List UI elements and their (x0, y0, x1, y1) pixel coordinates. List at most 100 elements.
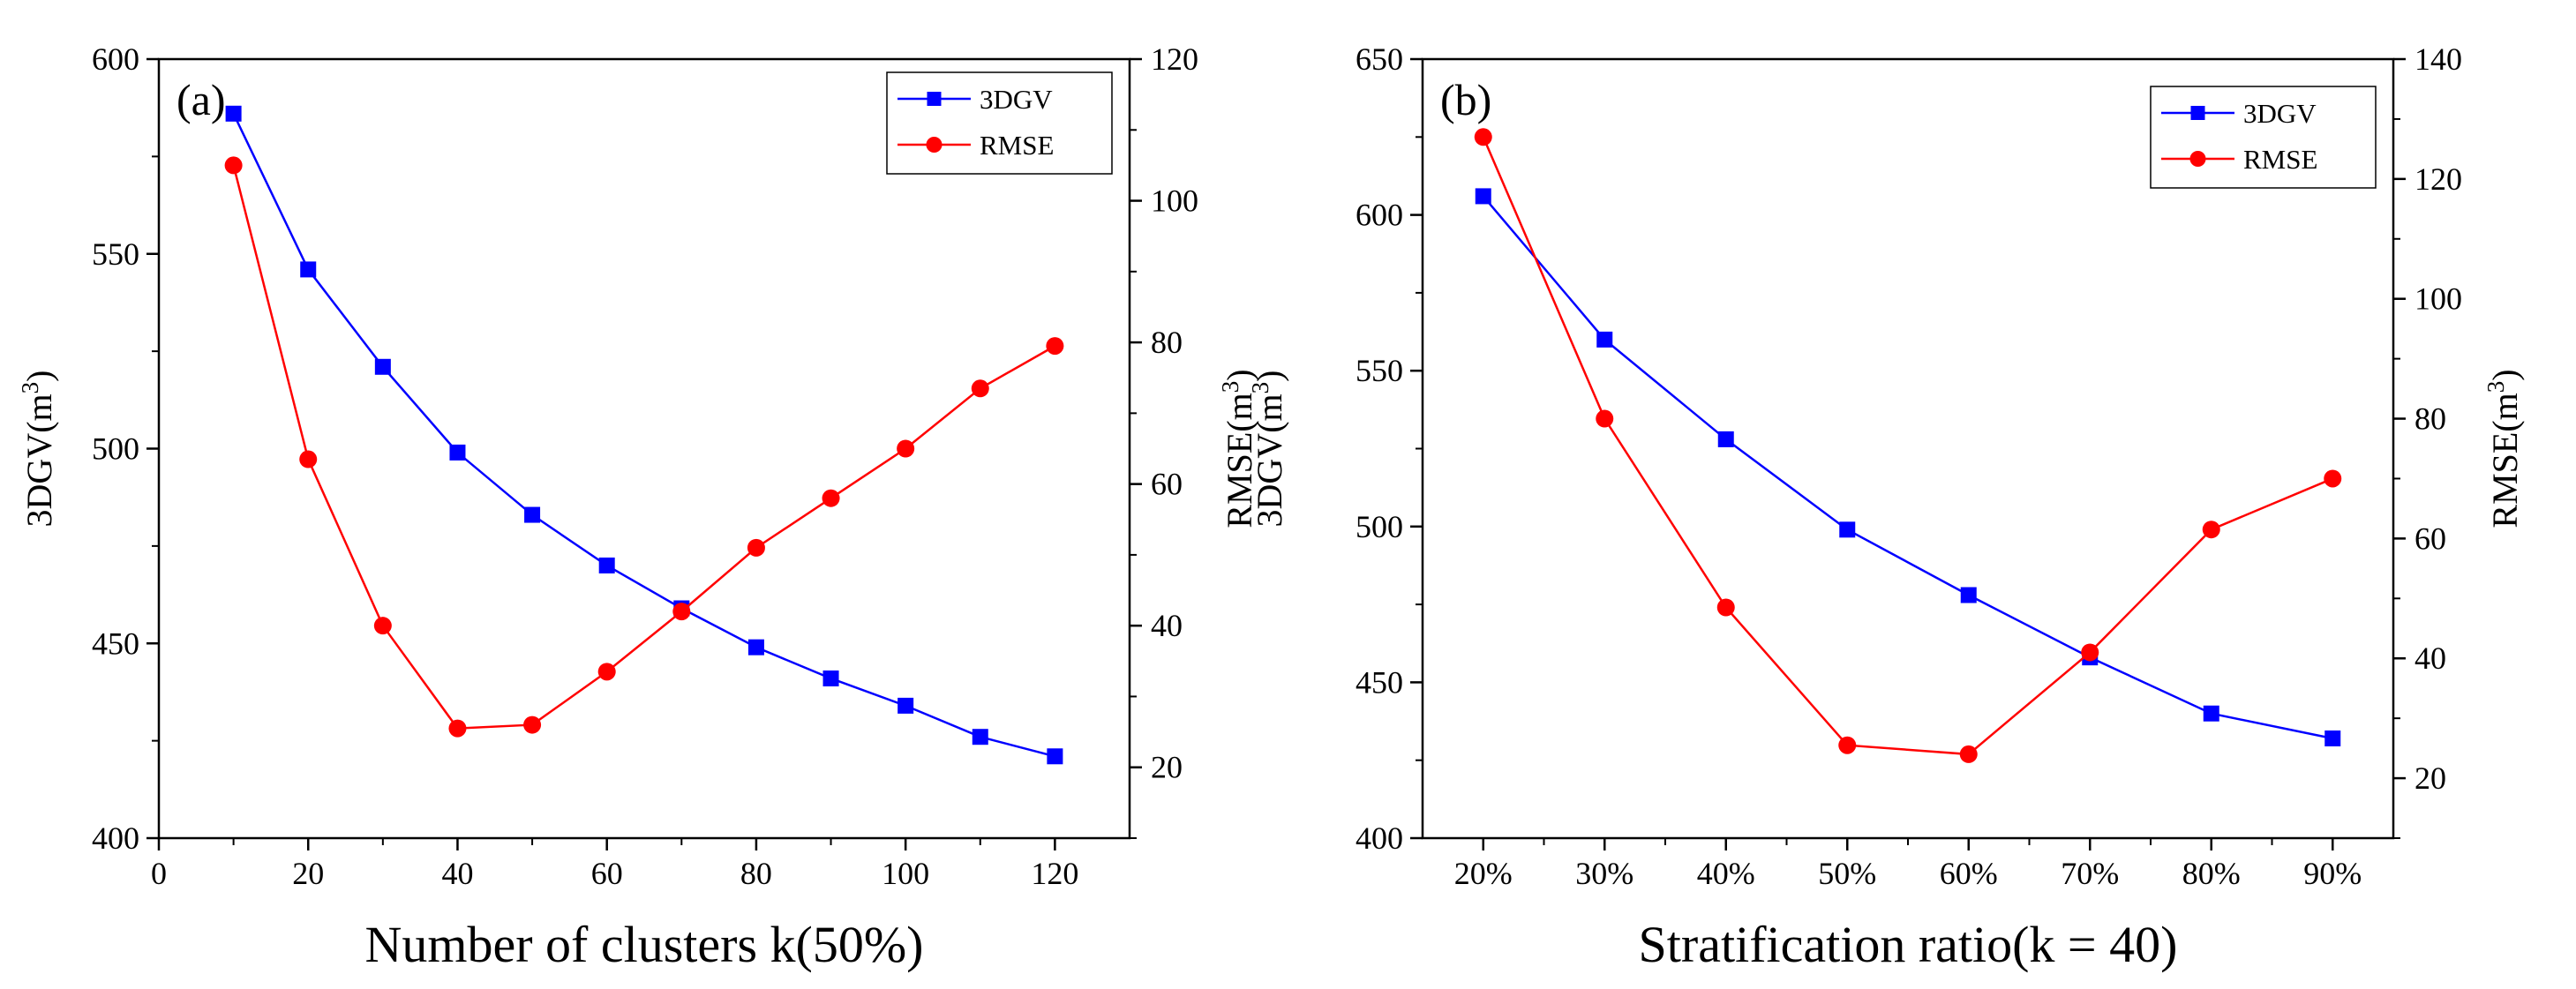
legend-box (886, 71, 1113, 175)
point-rmse (822, 489, 840, 507)
y-right-axis-title: RMSE(m3) (2482, 369, 2525, 528)
point-rmse (2202, 521, 2220, 539)
x-tick-label: 90% (2303, 856, 2362, 891)
y-left-tick-label: 500 (1356, 509, 1403, 544)
series-line-rmse (232, 165, 1056, 730)
point-3dgv (598, 557, 615, 573)
y-left-tick-label: 650 (1356, 41, 1403, 77)
y-right-axis-title: RMSE(m3) (1217, 369, 1259, 528)
point-3dgv (449, 444, 466, 461)
y-right-tick-label: 80 (2415, 401, 2446, 437)
x-tick-label: 40% (1697, 856, 1755, 891)
x-tick-label: 40 (441, 856, 473, 891)
series-line-3dgv (1482, 195, 2333, 740)
point-3dgv (524, 506, 541, 523)
point-rmse (1716, 598, 1735, 617)
x-axis-title: Stratification ratio(k = 40) (1639, 916, 2178, 973)
y-left-tick-label: 500 (92, 431, 139, 467)
x-tick-label: 60 (591, 856, 623, 891)
point-rmse (1838, 736, 1857, 754)
legend: 3DGV RMSE (886, 71, 1113, 175)
point-rmse (672, 603, 691, 621)
y-right-tick-label: 140 (2415, 41, 2462, 77)
point-3dgv (374, 358, 391, 375)
point-rmse (747, 538, 765, 557)
point-rmse (1474, 128, 1492, 146)
point-3dgv (1839, 521, 1856, 538)
legend-label-rmse: RMSE (2243, 144, 2317, 175)
legend-label-3dgv: 3DGV (980, 84, 1053, 115)
x-tick-label: 70% (2061, 856, 2119, 891)
legend-label-rmse: RMSE (980, 130, 1054, 161)
point-rmse (299, 450, 318, 468)
legend-marker-3dgv (2190, 106, 2205, 120)
point-rmse (1596, 409, 1614, 428)
x-tick-label: 0 (151, 856, 167, 891)
x-tick-label: 20 (292, 856, 324, 891)
y-left-axis-title: 3DGV(m3) (17, 371, 59, 528)
series-line-rmse (1482, 136, 2333, 756)
point-rmse (523, 716, 542, 734)
point-rmse (373, 617, 392, 635)
legend: 3DGV RMSE (2150, 86, 2377, 189)
point-3dgv (1596, 331, 1613, 348)
y-right-tick-label: 60 (2415, 521, 2446, 556)
y-left-tick-label: 450 (92, 626, 139, 661)
legend-label-3dgv: 3DGV (2243, 98, 2317, 129)
y-right-tick-label: 20 (2415, 760, 2446, 796)
y-right-tick-label: 40 (1151, 608, 1183, 643)
point-3dgv (225, 105, 242, 122)
point-rmse (971, 379, 989, 398)
point-rmse (2324, 469, 2342, 488)
point-3dgv (822, 670, 839, 686)
y-left-tick-label: 550 (92, 236, 139, 272)
point-3dgv (1475, 188, 1491, 205)
point-rmse (2081, 643, 2099, 662)
panel-label: (a) (176, 75, 226, 124)
x-tick-label: 80% (2182, 856, 2241, 891)
y-right-tick-label: 120 (1151, 41, 1198, 77)
y-right-tick-label: 20 (1151, 750, 1183, 785)
point-3dgv (300, 261, 317, 278)
x-tick-label: 20% (1454, 856, 1513, 891)
x-tick-label: 60% (1940, 856, 1998, 891)
legend-marker-3dgv (927, 92, 942, 106)
point-3dgv (2203, 705, 2219, 722)
x-tick-label: 100 (882, 856, 929, 891)
point-3dgv (2324, 730, 2341, 746)
y-right-tick-label: 120 (2415, 161, 2462, 197)
point-rmse (448, 719, 467, 738)
y-left-tick-label: 600 (92, 41, 139, 77)
y-left-tick-label: 550 (1356, 353, 1403, 388)
point-3dgv (1960, 587, 1977, 603)
y-left-tick-label: 400 (1356, 820, 1403, 856)
y-left-tick-label: 600 (1356, 198, 1403, 233)
y-left-tick-label: 400 (92, 820, 139, 856)
y-right-tick-label: 60 (1151, 467, 1183, 502)
point-rmse (1959, 745, 1978, 763)
x-tick-label: 120 (1031, 856, 1078, 891)
x-tick-label: 50% (1818, 856, 1876, 891)
x-axis-title: Number of clusters k(50%) (365, 916, 924, 973)
y-right-tick-label: 100 (2415, 281, 2462, 317)
y-right-tick-label: 40 (2415, 641, 2446, 676)
point-rmse (224, 156, 243, 175)
x-tick-label: 30% (1575, 856, 1633, 891)
legend-marker-rmse (926, 137, 943, 153)
y-left-tick-label: 450 (1356, 664, 1403, 700)
panel-label: (b) (1440, 75, 1491, 124)
point-rmse (1046, 337, 1064, 356)
y-left-axis-title: 3DGV(m3) (1247, 371, 1289, 528)
y-right-tick-label: 80 (1151, 325, 1183, 360)
point-3dgv (972, 729, 988, 745)
point-3dgv (1717, 431, 1734, 447)
point-rmse (897, 439, 915, 458)
legend-marker-rmse (2189, 151, 2206, 167)
chart-panel-a: 0 20 40 60 80 100 120 400 450 500 550 600 20 40 60 80 10… (17, 41, 1259, 973)
point-3dgv (1047, 748, 1063, 765)
legend-box (2150, 86, 2377, 189)
point-3dgv (747, 639, 764, 656)
y-right-tick-label: 100 (1151, 184, 1198, 219)
chart-panel-b: 20% 30% 40% 50% 60% 70% 80% 90% 400 450 500 550 600 6… (1247, 41, 2525, 973)
